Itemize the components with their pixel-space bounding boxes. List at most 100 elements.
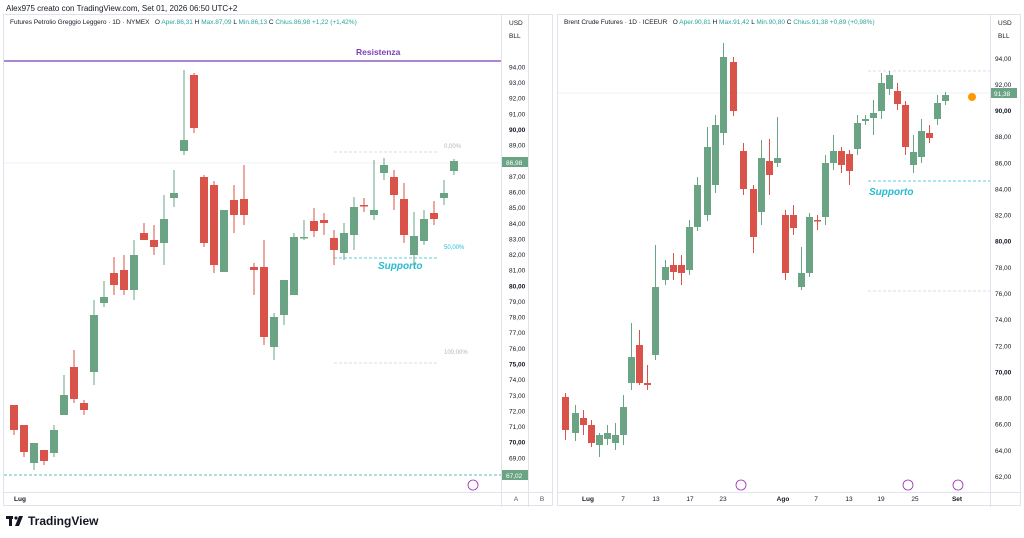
bull-candle [694, 185, 701, 227]
left-open: Aper.86,31 [161, 19, 193, 26]
bear-candle [210, 185, 218, 265]
bull-candle [220, 210, 228, 272]
bull-candle [604, 433, 611, 439]
header-text: Alex975 creato con TradingView.com, Set … [6, 4, 238, 13]
price-tick-label: 85,00 [509, 205, 526, 212]
left-currency: USD [509, 20, 523, 27]
price-tick-label: 80,00 [995, 239, 1012, 246]
bear-candle [430, 213, 438, 219]
bull-candle [878, 83, 885, 111]
right-symbol-name: Brent Crude Futures · 1D · ICEEUR [564, 19, 668, 26]
last-price-badge [991, 88, 1017, 98]
bull-candle [440, 193, 448, 198]
right-price-axis-divider [990, 15, 991, 507]
event-marker-icon [902, 479, 914, 491]
resistance-label: Resistenza [356, 47, 401, 57]
last-price-badge [502, 157, 528, 167]
event-marker-icon [952, 479, 964, 491]
time-axis-label: Lug [14, 496, 26, 503]
bear-candle [110, 273, 118, 285]
bull-candle [450, 161, 458, 171]
price-tick-label: 70,00 [509, 440, 526, 447]
price-tick-label: 77,00 [509, 330, 526, 337]
price-tick-label: 94,00 [995, 56, 1012, 63]
bull-candle [170, 193, 178, 198]
bear-candle [902, 105, 909, 147]
support-label: Supporto [378, 261, 422, 272]
right-close-label: C [786, 19, 792, 26]
price-tick-label: 90,00 [995, 108, 1012, 115]
time-axis-label: 25 [911, 496, 919, 503]
right-chart-panel[interactable]: Brent Crude Futures · 1D · ICEEUR O Aper… [557, 14, 1021, 507]
right-open: Aper.90,81 [679, 19, 711, 26]
bear-candle [250, 267, 258, 270]
price-tick-label: 83,00 [509, 236, 526, 243]
bear-candle [846, 154, 853, 171]
left-candlestick-chart[interactable]: 94,0093,0092,0091,0090,0089,0088,0087,00… [4, 15, 552, 505]
price-tick-label: 89,00 [509, 143, 526, 150]
bear-candle [360, 205, 368, 207]
bull-candle [420, 219, 428, 241]
bear-candle [814, 220, 821, 222]
left-button-b[interactable]: B [539, 496, 545, 503]
bull-candle [830, 151, 837, 163]
bull-candle [50, 430, 58, 453]
tradingview-logo: TradingView [6, 514, 98, 528]
price-tick-label: 76,00 [995, 291, 1012, 298]
price-tick-label: 74,00 [509, 377, 526, 384]
time-axis-label: Lug [582, 496, 594, 503]
time-axis-label: 7 [621, 496, 625, 503]
bull-candle [822, 163, 829, 217]
bull-candle [612, 435, 619, 443]
bear-candle [636, 345, 643, 383]
bull-candle [60, 395, 68, 415]
bear-candle [70, 367, 78, 399]
right-time-axis-divider [558, 492, 1020, 493]
left-unit: BLL [509, 33, 521, 40]
price-tick-label: 70,00 [995, 369, 1012, 376]
bear-candle [644, 383, 651, 385]
price-tick-label: 76,00 [509, 346, 526, 353]
bull-candle [180, 140, 188, 151]
left-close: Chius.86,98 [275, 19, 311, 26]
bear-candle [894, 91, 901, 104]
bull-candle [662, 267, 669, 280]
right-low: Min.90,80 [756, 19, 785, 26]
bull-candle [758, 158, 765, 212]
bear-candle [588, 425, 595, 443]
right-high: Max.91,42 [719, 19, 750, 26]
bear-candle [120, 270, 128, 290]
bull-candle [862, 119, 869, 121]
left-button-a[interactable]: A [513, 496, 519, 503]
price-tick-label: 90,00 [509, 127, 526, 134]
bull-candle [712, 125, 719, 185]
bear-candle [10, 405, 18, 430]
fib-label: 50,00% [444, 245, 465, 251]
price-tick-label: 84,00 [509, 221, 526, 228]
left-low-label: L [233, 19, 237, 26]
right-unit: BLL [998, 33, 1010, 40]
bull-candle [160, 219, 168, 243]
time-axis-label: 7 [814, 496, 818, 503]
right-candlestick-chart[interactable]: 94,00 92,00 90,00 88,00 86,00 84,00 82,00 80,00… [558, 15, 1020, 505]
bull-candle [290, 237, 298, 295]
bear-candle [790, 215, 797, 228]
left-high-label: H [194, 19, 200, 26]
dividend-icon [968, 93, 976, 101]
bull-candle [130, 255, 138, 290]
left-chart-panel[interactable]: Futures Petrolio Greggio Leggero · 1D · … [3, 14, 553, 507]
left-symbol-name: Futures Petrolio Greggio Leggero · 1D · … [10, 19, 150, 26]
bear-candle [670, 265, 677, 272]
price-tick-label: 81,00 [509, 268, 526, 275]
left-change: +1,22 (+1,42%) [311, 19, 357, 26]
bear-candle [200, 177, 208, 243]
price-tick-label: 92,00 [995, 82, 1012, 89]
bull-candle [720, 57, 727, 133]
last-price-badge-text: 91,38 [994, 91, 1011, 98]
bull-candle [280, 280, 288, 315]
event-marker-icon [467, 479, 479, 491]
bear-candle [140, 233, 148, 240]
support-label: Supporto [869, 187, 913, 198]
price-tick-label: 91,00 [509, 111, 526, 118]
fib-label: 100,00% [444, 350, 468, 356]
